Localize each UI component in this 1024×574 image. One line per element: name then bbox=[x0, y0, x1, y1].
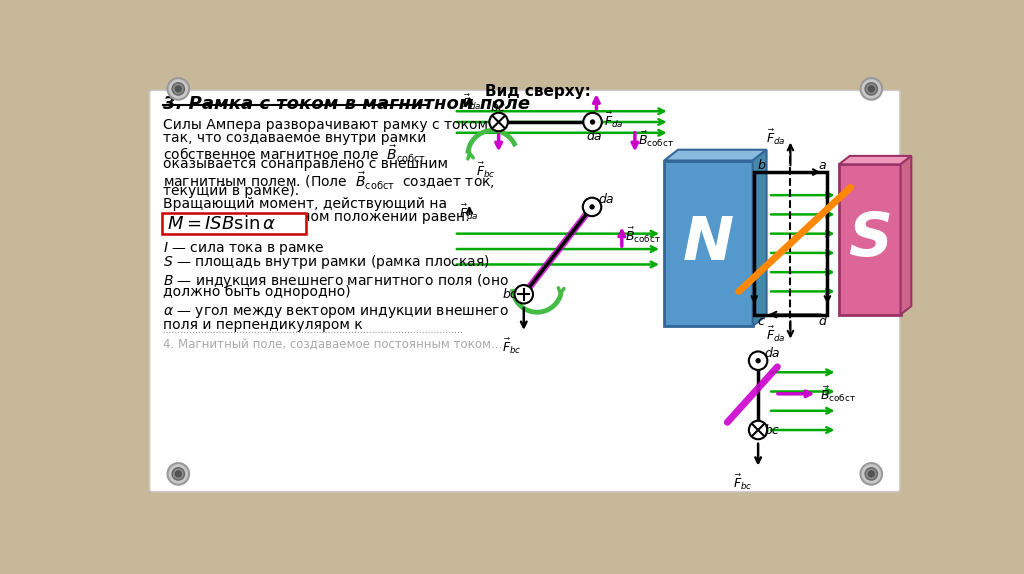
Text: $\vec{B}_\mathsf{собст}$: $\vec{B}_\mathsf{собст}$ bbox=[625, 226, 660, 245]
Text: a: a bbox=[818, 159, 825, 172]
Circle shape bbox=[168, 463, 189, 484]
Circle shape bbox=[868, 86, 874, 92]
Text: c: c bbox=[758, 315, 764, 328]
Circle shape bbox=[514, 285, 534, 304]
Circle shape bbox=[865, 83, 878, 95]
Polygon shape bbox=[753, 150, 767, 326]
Text: собственное магнитное поле  $\vec{B}_\mathsf{собст}$: собственное магнитное поле $\vec{B}_\mat… bbox=[163, 144, 426, 165]
Text: $\vec{B}_\mathsf{собст}$: $\vec{B}_\mathsf{собст}$ bbox=[638, 129, 674, 149]
Bar bbox=[665, 161, 753, 326]
Text: оказывается сонаправлено с внешним: оказывается сонаправлено с внешним bbox=[163, 157, 447, 172]
Text: da: da bbox=[764, 347, 779, 360]
Circle shape bbox=[175, 471, 181, 477]
Circle shape bbox=[168, 78, 189, 100]
Text: d: d bbox=[818, 315, 826, 328]
Circle shape bbox=[749, 421, 767, 439]
Text: Вид сверху:: Вид сверху: bbox=[484, 83, 591, 99]
FancyBboxPatch shape bbox=[150, 91, 900, 491]
Polygon shape bbox=[900, 156, 911, 315]
Text: $\vec{F}_{bc}$: $\vec{F}_{bc}$ bbox=[475, 161, 495, 180]
Circle shape bbox=[590, 119, 595, 125]
Text: поля и перпендикуляром к: поля и перпендикуляром к bbox=[163, 317, 362, 332]
Text: $\alpha$ — угол между вектором индукции внешнего: $\alpha$ — угол между вектором индукции … bbox=[163, 304, 509, 320]
Text: $\vec{F}_{da}$: $\vec{F}_{da}$ bbox=[604, 111, 624, 130]
Text: 4. Магнитный поле, создаваемое постоянным током...: 4. Магнитный поле, создаваемое постоянны… bbox=[163, 338, 502, 351]
Text: $\vec{F}_{da}$: $\vec{F}_{da}$ bbox=[766, 127, 785, 147]
Circle shape bbox=[172, 468, 184, 480]
Text: b: b bbox=[758, 159, 765, 172]
Circle shape bbox=[172, 83, 184, 95]
Text: da: da bbox=[598, 193, 613, 206]
Text: $B$ — индукция внешнего магнитного поля (оно: $B$ — индукция внешнего магнитного поля … bbox=[163, 272, 509, 290]
Text: bc: bc bbox=[764, 424, 779, 437]
Circle shape bbox=[590, 204, 595, 210]
Polygon shape bbox=[839, 156, 911, 164]
Bar bbox=[839, 164, 900, 315]
Text: рамку в произвольном положении равен:: рамку в произвольном положении равен: bbox=[163, 210, 470, 224]
Text: bc: bc bbox=[502, 288, 517, 301]
Text: $\vec{F}_{bc}$: $\vec{F}_{bc}$ bbox=[502, 336, 522, 356]
Text: $I$ — сила тока в рамке: $I$ — сила тока в рамке bbox=[163, 240, 325, 257]
Circle shape bbox=[860, 463, 882, 484]
Circle shape bbox=[865, 468, 878, 480]
Text: da: da bbox=[587, 130, 602, 144]
Circle shape bbox=[756, 358, 761, 363]
Bar bbox=[755, 172, 827, 315]
Text: N: N bbox=[683, 214, 733, 273]
Text: $S$ — площадь внутри рамки (рамка плоская): $S$ — площадь внутри рамки (рамка плоска… bbox=[163, 253, 489, 271]
Text: $M = ISB\sin\alpha$: $M = ISB\sin\alpha$ bbox=[167, 215, 275, 232]
FancyBboxPatch shape bbox=[162, 213, 306, 234]
Text: 3. Рамка с током в магнитном поле: 3. Рамка с током в магнитном поле bbox=[163, 95, 530, 113]
Text: $\vec{F}_{bc}$: $\vec{F}_{bc}$ bbox=[733, 472, 753, 492]
Circle shape bbox=[175, 86, 181, 92]
Text: $\vec{F}_{da}$: $\vec{F}_{da}$ bbox=[462, 93, 481, 112]
Circle shape bbox=[584, 113, 602, 131]
Text: Силы Ампера разворачивают рамку с током: Силы Ампера разворачивают рамку с током bbox=[163, 118, 487, 132]
Circle shape bbox=[489, 113, 508, 131]
Circle shape bbox=[868, 471, 874, 477]
Circle shape bbox=[860, 78, 882, 100]
Text: должно быть однородно): должно быть однородно) bbox=[163, 285, 350, 300]
Text: текущий в рамке).: текущий в рамке). bbox=[163, 184, 299, 197]
Text: $\vec{F}_{da}$: $\vec{F}_{da}$ bbox=[766, 325, 785, 344]
Text: S: S bbox=[848, 210, 892, 269]
Text: $\vec{F}_{da}$: $\vec{F}_{da}$ bbox=[460, 203, 479, 222]
Polygon shape bbox=[665, 150, 767, 161]
Text: магнитным полем. (Поле  $\vec{B}_\mathsf{собст}$  создает ток,: магнитным полем. (Поле $\vec{B}_\mathsf{… bbox=[163, 170, 495, 192]
Circle shape bbox=[583, 197, 601, 216]
Circle shape bbox=[749, 351, 767, 370]
Text: $\vec{B}_\mathsf{собст}$: $\vec{B}_\mathsf{собст}$ bbox=[819, 384, 856, 404]
Text: Вращающий момент, действующий на: Вращающий момент, действующий на bbox=[163, 197, 447, 211]
Text: так, что создаваемое внутри рамки: так, что создаваемое внутри рамки bbox=[163, 131, 426, 145]
Text: bc: bc bbox=[490, 101, 506, 114]
